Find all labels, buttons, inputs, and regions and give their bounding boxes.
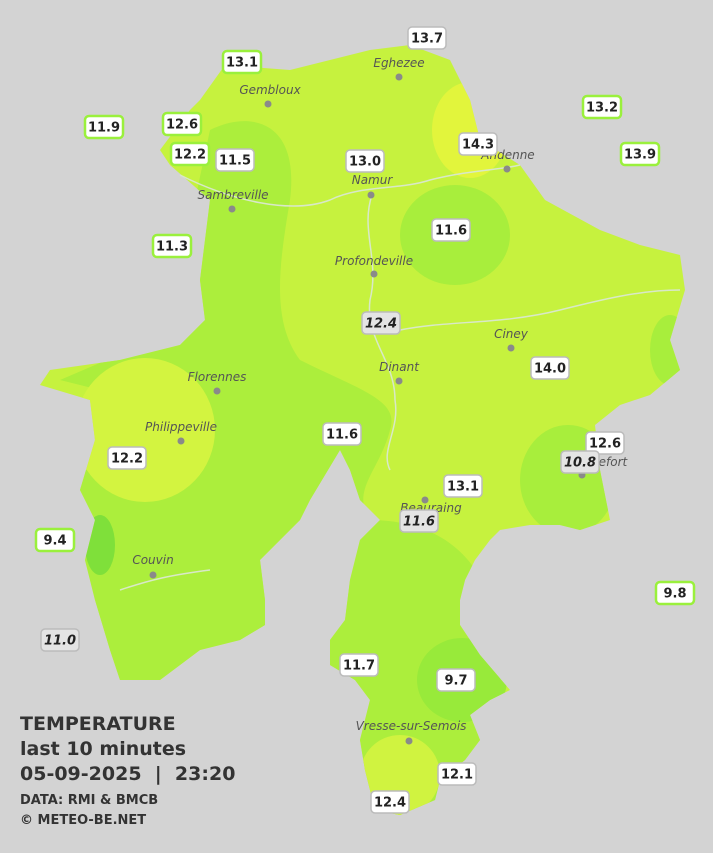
city-label: Eghezee: [373, 56, 424, 70]
station-value: 13.0: [349, 155, 381, 170]
legend: TEMPERATURE last 10 minutes 05-09-2025 |…: [20, 713, 235, 828]
station-box: [361, 311, 401, 335]
station-value: 12.2: [174, 148, 206, 163]
city-label: Dinant: [379, 360, 420, 374]
station-box: [370, 790, 410, 814]
station-value: 11.3: [156, 240, 188, 255]
zone-green: [85, 515, 115, 575]
station-value: 12.1: [441, 768, 473, 783]
station-box: [530, 356, 570, 380]
river: [367, 194, 397, 471]
river: [399, 289, 681, 331]
city-label: Profondeville: [335, 254, 413, 268]
station-box: [339, 653, 379, 677]
station-value: 11.7: [343, 659, 375, 674]
legend-title: TEMPERATURE: [20, 713, 176, 735]
rivers: [119, 164, 681, 591]
station-box: [169, 141, 211, 167]
city-label: Philippeville: [145, 420, 217, 434]
city-dot: [367, 191, 375, 199]
station-value: 11.6: [435, 224, 467, 239]
station-box: [34, 527, 76, 553]
city-dot: [405, 737, 413, 745]
station-box: [399, 509, 439, 533]
station-box: [83, 114, 125, 140]
station-box: [585, 431, 625, 455]
city-label: Vresse-sur-Semois: [356, 719, 467, 733]
city-dot: [228, 205, 236, 213]
legend-subtitle: last 10 minutes: [20, 738, 186, 760]
station-box: [345, 149, 385, 173]
city-dot: [370, 270, 378, 278]
station-box: [407, 26, 447, 50]
station-box: [581, 94, 623, 120]
station-value: 13.2: [586, 101, 618, 116]
river: [119, 569, 211, 591]
station-value: 9.8: [663, 587, 686, 602]
city-label: Sambreville: [197, 188, 268, 202]
station-value: 13.7: [411, 32, 443, 47]
station-box: [443, 474, 483, 498]
legend-datetime: 05-09-2025 | 23:20: [20, 763, 235, 785]
stations: 13.1 13.7 11.9 12.6 12.2 11.5 13.0 14.3 13.2 13.9…: [34, 26, 696, 814]
station-value: 12.2: [111, 452, 143, 467]
station-value: 11.0: [44, 634, 76, 649]
station-box: [215, 148, 255, 172]
city-label: Gembloux: [239, 83, 301, 97]
station-box: [654, 580, 696, 606]
station-value: 9.4: [43, 534, 66, 549]
station-box: [322, 422, 362, 446]
station-value: 12.6: [166, 118, 198, 133]
city-label: Ciney: [494, 327, 529, 341]
legend-copyright: © METEO-BE.NET: [20, 813, 146, 828]
station-box: [40, 628, 80, 652]
station-box: [437, 762, 477, 786]
station-value: 13.1: [226, 56, 258, 71]
city-label: Namur: [352, 173, 394, 187]
station-value: 11.6: [403, 515, 435, 530]
station-value: 11.9: [88, 121, 120, 136]
station-box: [221, 49, 263, 75]
city-dot: [395, 377, 403, 385]
zone-green: [60, 121, 520, 815]
city-dot: [149, 571, 157, 579]
station-value: 11.6: [326, 428, 358, 443]
station-box: [151, 233, 193, 259]
station-value: 9.7: [444, 674, 467, 689]
city-dot: [503, 165, 511, 173]
station-box: [619, 141, 661, 167]
station-value: 14.0: [534, 362, 566, 377]
station-value: 12.4: [374, 796, 406, 811]
station-value: 13.1: [447, 480, 479, 495]
station-value: 10.8: [564, 456, 596, 471]
city-label: Florennes: [188, 370, 247, 384]
city-label: Couvin: [132, 553, 173, 567]
station-box: [431, 218, 471, 242]
city-dot: [264, 100, 272, 108]
city-dot: [507, 344, 515, 352]
station-box: [107, 446, 147, 470]
city-dot: [213, 387, 221, 395]
station-box: [436, 668, 476, 692]
station-value: 14.3: [462, 138, 494, 153]
station-value: 12.4: [365, 317, 397, 332]
river: [179, 164, 521, 207]
station-value: 12.6: [589, 437, 621, 452]
station-box: [560, 450, 600, 474]
station-box: [458, 132, 498, 156]
legend-source: DATA: RMI & BMCB: [20, 793, 158, 808]
station-box: [161, 111, 203, 137]
station-value: 13.9: [624, 148, 656, 163]
city-dot: [177, 437, 185, 445]
city-dot: [395, 73, 403, 81]
station-value: 11.5: [219, 154, 251, 169]
city-dot: [421, 496, 429, 504]
